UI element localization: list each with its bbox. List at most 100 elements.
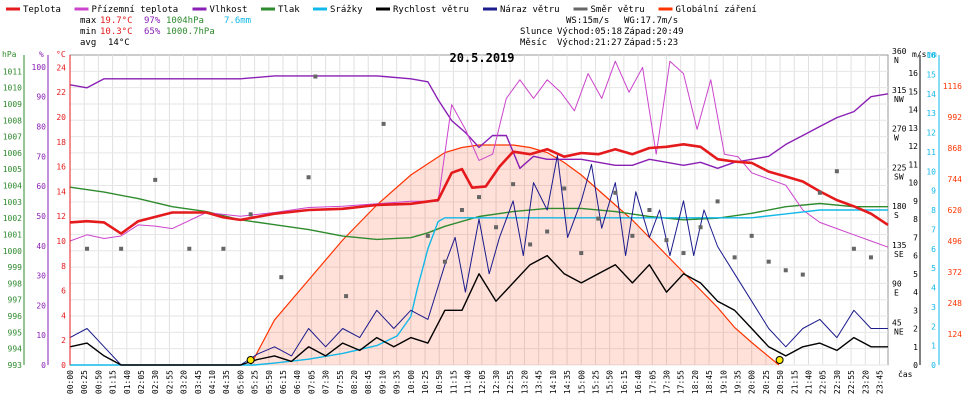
x-tick-label: 12:30 xyxy=(492,370,501,394)
x-tick-label: 15:50 xyxy=(606,370,615,394)
x-tick-label: 15:25 xyxy=(591,370,600,394)
wind-direction-point xyxy=(442,259,447,264)
wind-direction-point xyxy=(613,190,618,195)
x-tick-label: 02:30 xyxy=(151,370,160,394)
wind-direction-point xyxy=(596,216,601,221)
moon-label: Měsíc xyxy=(520,38,547,48)
temperature-tick-label: 4 xyxy=(61,311,66,320)
temperature-tick-label: 8 xyxy=(61,262,66,271)
x-tick-label: 06:40 xyxy=(293,370,302,394)
x-tick-label: 13:45 xyxy=(535,370,544,394)
rain-tick-label: 4 xyxy=(931,284,936,293)
x-tick-label: 20:00 xyxy=(748,370,757,394)
compass-label: NW xyxy=(894,95,904,104)
wind-direction-point xyxy=(630,233,635,238)
x-tick-label: 22:55 xyxy=(847,370,856,394)
wind-tick-label: 14 xyxy=(908,106,918,115)
x-tick-label: 20:50 xyxy=(776,370,785,394)
x-tick-label: 16:40 xyxy=(634,370,643,394)
x-tick-label: 00:25 xyxy=(80,370,89,394)
pressure-tick-label: 993 xyxy=(8,361,23,370)
temperature-tick-label: 18 xyxy=(56,138,66,147)
x-tick-label: 10:25 xyxy=(421,370,430,394)
legend-label: Srážky xyxy=(330,5,363,15)
x-tick-label: 04:35 xyxy=(222,370,231,394)
x-tick-label: 01:15 xyxy=(109,370,118,394)
x-tick-label: 15:00 xyxy=(577,370,586,394)
wind-direction-point xyxy=(732,255,737,260)
wind-direction-point xyxy=(221,246,226,251)
wind-direction-point xyxy=(459,208,464,212)
wind-direction-point xyxy=(313,74,318,79)
temperature-tick-label: 16 xyxy=(56,163,66,172)
wind-tick-label: 8 xyxy=(913,215,918,224)
wind-direction-point xyxy=(579,251,584,256)
rain-tick-label: 16 xyxy=(926,51,936,60)
stats-panel: max 19.7°C 97% 1004hPa 7.6mm min 10.3°C … xyxy=(80,16,684,48)
legend-label: Směr větru xyxy=(591,5,645,15)
compass-label: SE xyxy=(894,250,904,259)
x-tick-label: 05:50 xyxy=(265,370,274,394)
x-tick-label: 07:55 xyxy=(336,370,345,394)
temperature-tick-label: 24 xyxy=(56,63,66,72)
x-tick-label: 09:10 xyxy=(378,370,387,394)
wind-direction-point xyxy=(545,229,550,234)
x-tick-label: 19:10 xyxy=(719,370,728,394)
radiation-tick-label: 620 xyxy=(948,206,963,215)
x-tick-label: 06:15 xyxy=(279,370,288,394)
wind-direction-point xyxy=(306,175,311,180)
wind-tick-label: 6 xyxy=(913,252,918,261)
unit-celsius: °C xyxy=(56,50,66,59)
radiation-tick-label: 992 xyxy=(948,113,963,122)
legend-label: Teplota xyxy=(23,5,61,15)
pressure-tick-label: 1006 xyxy=(3,149,22,158)
rain-tick-label: 12 xyxy=(926,129,936,138)
wind-direction-point xyxy=(153,177,158,182)
humidity-tick-label: 70 xyxy=(36,152,46,161)
moon-rise: Východ:21:27 xyxy=(557,38,622,48)
x-tick-label: 17:30 xyxy=(662,370,671,394)
x-tick-label: 10:50 xyxy=(435,370,444,394)
x-tick-label: 11:15 xyxy=(449,370,458,394)
axes: 00:00 00:25 00:50 01:15 01:40 02:05 02:30 02:55… xyxy=(3,47,962,394)
unit-time: čas xyxy=(898,369,913,379)
wind-direction-point xyxy=(425,233,430,238)
x-tick-label: 05:25 xyxy=(251,370,260,394)
stat-max-label: max xyxy=(80,16,97,26)
x-tick-label: 03:20 xyxy=(180,370,189,394)
wind-direction-point xyxy=(715,199,720,204)
pressure-tick-label: 1008 xyxy=(3,116,22,125)
chart-title: 20.5.2019 xyxy=(449,51,514,65)
x-tick-label: 14:10 xyxy=(549,370,558,394)
x-tick-label: 22:05 xyxy=(819,370,828,394)
compass-label: W xyxy=(894,134,899,143)
x-tick-label: 23:20 xyxy=(861,370,870,394)
wind-direction-point xyxy=(381,121,386,126)
legend-label: Náraz větru xyxy=(500,5,560,15)
wind-tick-label: 1 xyxy=(913,343,918,352)
stat-avg-label: avg xyxy=(80,38,96,48)
wind-direction-point xyxy=(698,225,703,230)
wind-tick-label: 15 xyxy=(908,87,918,96)
wind-tick-label: 4 xyxy=(913,288,918,297)
stat-min-label: min xyxy=(80,27,96,37)
pressure-tick-label: 1001 xyxy=(3,230,22,239)
direction-tick-label: 360 xyxy=(892,47,907,56)
pressure-tick-label: 995 xyxy=(8,328,23,337)
rain-tick-label: 3 xyxy=(931,303,936,312)
legend: Teplota Přízemní teplota Vlhkost Tlak Srážky… xyxy=(6,5,757,15)
stat-min-press: 1000.7hPa xyxy=(166,27,215,37)
rain-tick-label: 15 xyxy=(926,70,936,79)
compass-label: N xyxy=(894,56,899,65)
wind-direction-point xyxy=(494,225,499,230)
direction-tick-label: 90 xyxy=(892,280,902,289)
x-tick-label: 04:10 xyxy=(208,370,217,394)
compass-label: E xyxy=(894,289,899,298)
wind-direction-point xyxy=(766,259,771,264)
wind-direction-point xyxy=(664,238,669,243)
rain-tick-label: 13 xyxy=(926,109,936,118)
rain-tick-label: 2 xyxy=(931,322,936,331)
wind-direction-point xyxy=(749,233,754,238)
